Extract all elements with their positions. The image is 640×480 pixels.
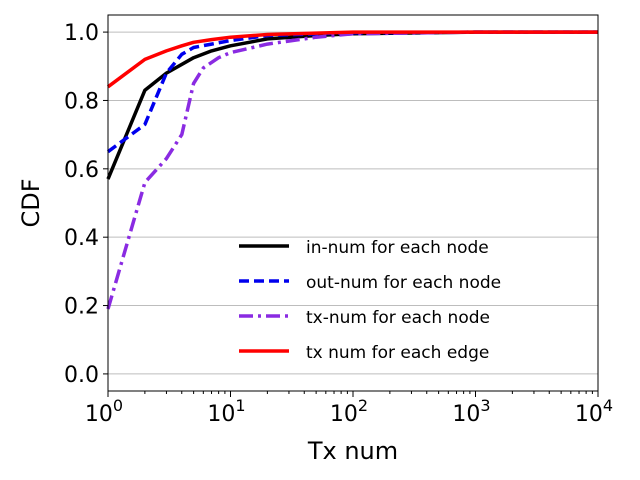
- y-axis-label: CDF: [17, 178, 45, 227]
- x-tick-label: 101: [207, 396, 245, 427]
- y-tick-label: 0.4: [64, 226, 99, 251]
- y-tick-label: 0.8: [64, 89, 99, 114]
- series-line-3: [106, 30, 598, 310]
- series-line-4: [106, 30, 598, 89]
- legend-label-1: in-num for each node: [306, 238, 489, 258]
- legend-label-2: out-num for each node: [306, 273, 501, 293]
- y-tick-label: 0.6: [64, 158, 99, 183]
- y-axis-ticks: 0.0 0.2 0.4 0.6 0.8 1.0: [64, 21, 108, 388]
- x-tick-label: 100: [85, 396, 123, 427]
- legend-label-4: tx num for each edge: [306, 343, 489, 363]
- x-tick-label: 104: [575, 396, 613, 427]
- x-axis-label: Tx num: [307, 437, 398, 465]
- y-tick-label: 0.2: [64, 295, 99, 320]
- x-tick-label: 102: [330, 396, 368, 427]
- legend-label-3: tx-num for each node: [306, 308, 490, 328]
- y-tick-label: 0.0: [64, 363, 99, 388]
- legend: in-num for each node out-num for each nod…: [239, 238, 501, 363]
- series-lines: [106, 30, 598, 310]
- plot-frame: [107, 14, 599, 392]
- x-tick-label: 103: [452, 396, 490, 427]
- x-axis-ticks: 100 101 102 103 104: [85, 391, 613, 427]
- y-tick-label: 1.0: [64, 21, 99, 46]
